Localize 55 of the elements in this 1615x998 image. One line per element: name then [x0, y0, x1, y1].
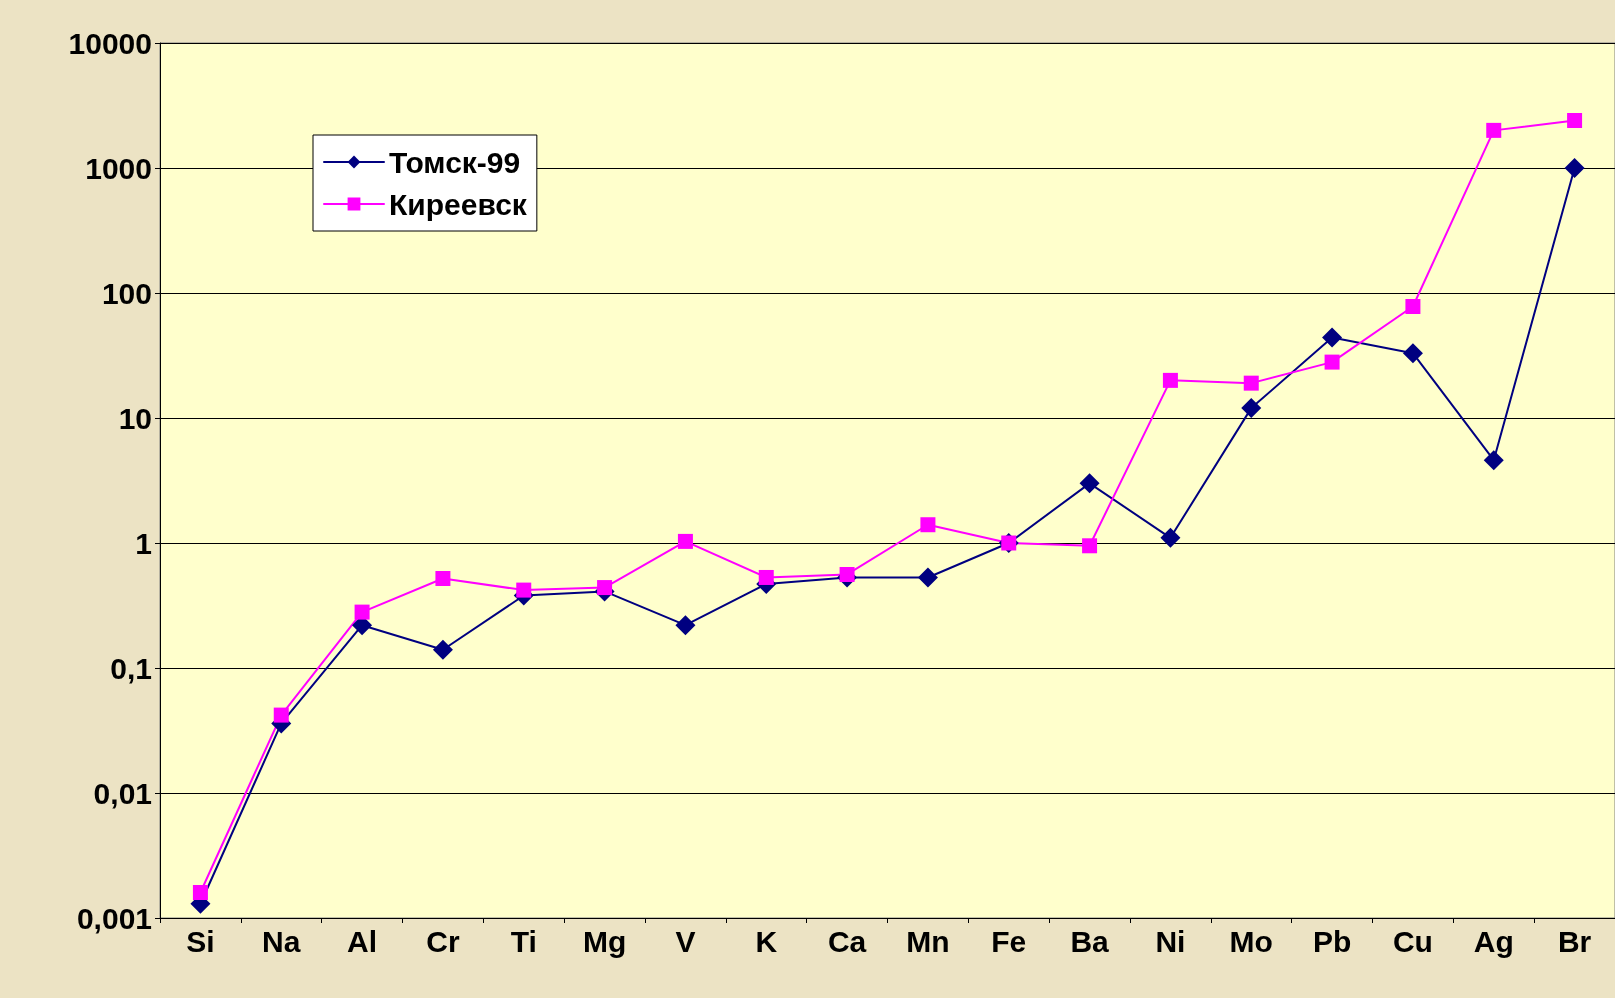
point — [1405, 298, 1421, 314]
x-tick-label: Mo — [1229, 924, 1273, 958]
y-tick-label: 10000 — [68, 26, 152, 60]
point — [432, 639, 453, 660]
x-tick-label: Br — [1557, 924, 1592, 958]
y-tick-label: 10 — [118, 401, 152, 435]
point — [597, 580, 613, 596]
x-tick-label: Mn — [906, 924, 950, 958]
point — [1082, 538, 1098, 554]
x-tick-label: Ti — [510, 924, 537, 958]
x-tick-label: Si — [186, 924, 215, 958]
point — [675, 615, 696, 636]
x-tick-label: Na — [262, 924, 301, 958]
y-tick-label: 0,1 — [110, 651, 152, 685]
x-tick-label: Ba — [1070, 924, 1110, 958]
x-tick-label: Cu — [1392, 924, 1433, 958]
x-tick-label: Al — [347, 924, 378, 958]
point — [1162, 372, 1178, 388]
x-tick-label: Cr — [426, 924, 460, 958]
point — [354, 604, 370, 620]
point — [273, 707, 289, 723]
point — [1564, 158, 1585, 178]
point — [839, 566, 855, 582]
point — [1483, 450, 1504, 471]
point — [917, 567, 938, 588]
y-tick-label: 1 — [135, 526, 152, 560]
point — [192, 884, 208, 900]
point — [920, 517, 936, 533]
legend-label: Киреевск — [389, 187, 528, 221]
y-tick-label: 0,01 — [93, 776, 152, 810]
point — [1486, 122, 1502, 138]
point — [1324, 354, 1340, 370]
point — [758, 569, 774, 585]
y-tick-label: 0,001 — [76, 901, 152, 935]
x-tick-label: Fe — [991, 924, 1027, 958]
x-tick-label: Ca — [827, 924, 867, 958]
legend-label: Томск-99 — [389, 145, 521, 179]
y-tick-label: 1000 — [85, 151, 152, 185]
point — [1079, 473, 1100, 494]
x-tick-label: K — [755, 924, 778, 958]
point — [435, 571, 451, 586]
point — [1567, 112, 1583, 128]
x-tick-label: Ag — [1473, 924, 1514, 958]
point — [516, 582, 532, 598]
point — [677, 533, 693, 549]
point — [1322, 327, 1343, 348]
x-tick-label: Mg — [582, 924, 627, 958]
point — [1241, 398, 1262, 419]
y-tick-label: 100 — [101, 276, 152, 310]
x-tick-label: V — [675, 924, 696, 958]
x-tick-label: Ni — [1155, 924, 1186, 958]
point — [1243, 375, 1259, 391]
point — [1402, 343, 1423, 364]
point — [1160, 527, 1181, 548]
x-tick-label: Pb — [1312, 924, 1352, 958]
